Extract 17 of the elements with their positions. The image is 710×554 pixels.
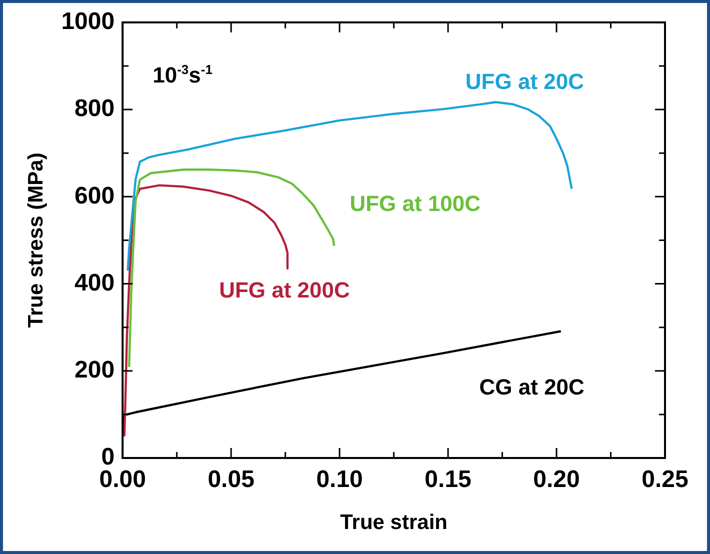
series-label: UFG at 200C <box>219 278 350 303</box>
x-tick-label: 0.20 <box>533 466 580 494</box>
x-axis-title: True strain <box>340 511 448 534</box>
x-tick-label: 0.15 <box>424 466 472 494</box>
series-label: UFG at 100C <box>350 190 481 216</box>
series-label: CG at 20C <box>479 374 585 400</box>
x-tick-label: 0.10 <box>316 466 363 494</box>
y-axis-title: True stress (MPa) <box>24 152 48 328</box>
y-tick-label: 200 <box>74 356 115 384</box>
y-tick-label: 600 <box>74 182 115 210</box>
x-tick-label: 0.05 <box>208 466 254 494</box>
y-tick-label: 400 <box>74 269 115 296</box>
annotation: 10$^{-3}$s$^{-1}$ <box>152 62 212 89</box>
y-tick-label: 800 <box>74 95 115 122</box>
y-tick-label: 1000 <box>61 8 115 36</box>
x-tick-label: 0.25 <box>642 466 688 494</box>
series-label: UFG at 20C <box>465 68 584 94</box>
